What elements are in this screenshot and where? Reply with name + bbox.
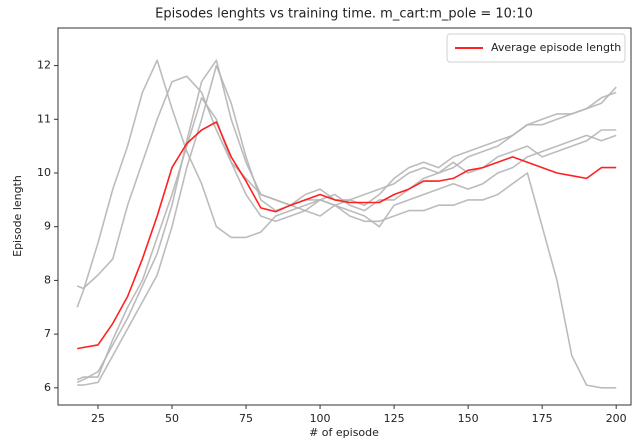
x-tick-label: 25 bbox=[91, 412, 105, 425]
series-line bbox=[76, 97, 617, 381]
x-tick-label: 75 bbox=[239, 412, 253, 425]
y-axis-label: Episode length bbox=[11, 175, 24, 257]
plot-frame bbox=[57, 27, 632, 406]
chart-title: Episodes lenghts vs training time. m_car… bbox=[155, 7, 533, 22]
y-tick-label: 11 bbox=[37, 112, 51, 125]
series-line bbox=[76, 59, 617, 389]
legend-label: Average episode length bbox=[491, 41, 621, 54]
y-tick-label: 10 bbox=[37, 166, 51, 179]
x-tick-label: 175 bbox=[532, 412, 553, 425]
x-axis-label: # of episode bbox=[309, 426, 379, 439]
series-line bbox=[77, 64, 617, 386]
y-tick-label: 6 bbox=[44, 381, 51, 394]
x-tick-label: 50 bbox=[165, 412, 179, 425]
x-tick-label: 125 bbox=[384, 412, 405, 425]
y-tick-label: 7 bbox=[44, 327, 51, 340]
series-line bbox=[76, 75, 617, 290]
series-line bbox=[76, 59, 617, 384]
x-tick-label: 100 bbox=[310, 412, 331, 425]
y-tick-label: 9 bbox=[44, 220, 51, 233]
legend-box bbox=[446, 33, 626, 63]
y-tick-label: 8 bbox=[44, 273, 51, 286]
x-tick-label: 200 bbox=[606, 412, 627, 425]
x-tick-label: 150 bbox=[458, 412, 479, 425]
series-line bbox=[77, 121, 617, 350]
y-tick-label: 12 bbox=[37, 59, 51, 72]
